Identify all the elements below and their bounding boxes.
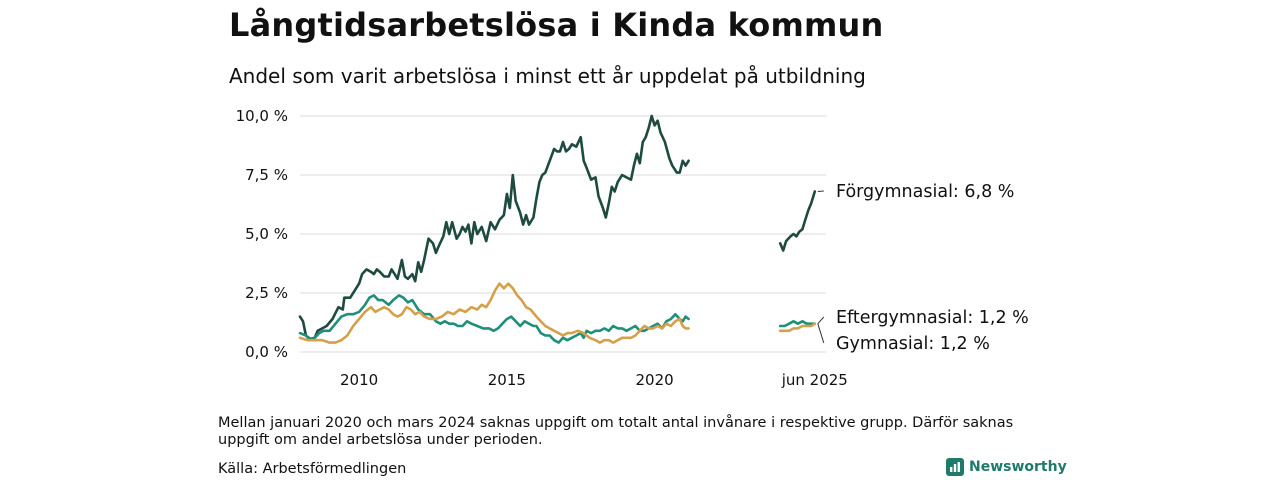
series-line-förgymnasial (298, 114, 690, 341)
source-text: Källa: Arbetsförmedlingen (218, 461, 407, 477)
x-tick-label: 2010 (340, 371, 378, 389)
label-leader-line (817, 316, 825, 325)
series-lines (298, 114, 817, 344)
series-end-labels: Förgymnasial: 6,8 % Eftergymnasial: 1,2 %… (817, 182, 1029, 354)
series-line-eftergymnasial (298, 294, 690, 344)
y-axis-ticks: 0,0 % 2,5 % 5,0 % 7,5 % 10,0 % (236, 107, 288, 361)
series-end-label-förgymnasial: Förgymnasial: 6,8 % (836, 182, 1014, 202)
footnote: Mellan januari 2020 och mars 2024 saknas… (218, 415, 1014, 448)
series-line-eftergymnasial (778, 320, 817, 328)
x-tick-label: jun 2025 (781, 371, 848, 389)
x-axis-ticks: 2010 2015 2020 jun 2025 (340, 371, 848, 389)
brand-name: Newsworthy (969, 459, 1067, 475)
label-leader-line (817, 323, 825, 344)
y-tick-label: 2,5 % (245, 284, 288, 302)
series-line-gymnasial (298, 282, 690, 344)
y-tick-label: 5,0 % (245, 225, 288, 243)
series-line-gymnasial (778, 322, 817, 333)
series-end-label-gymnasial: Gymnasial: 1,2 % (836, 334, 990, 354)
line-chart: 0,0 % 2,5 % 5,0 % 7,5 % 10,0 % 2010 2015 2020 j… (236, 107, 1029, 389)
label-leader-line (817, 190, 824, 192)
gridlines (300, 115, 826, 353)
newsworthy-logo-icon (946, 458, 964, 476)
y-tick-label: 0,0 % (245, 343, 288, 361)
brand-logo: Newsworthy (946, 458, 1067, 476)
y-tick-label: 10,0 % (236, 107, 288, 125)
chart-title: Långtidsarbetslösa i Kinda kommun (229, 6, 884, 44)
x-tick-label: 2020 (636, 371, 674, 389)
series-line-förgymnasial (778, 190, 817, 252)
x-tick-label: 2015 (488, 371, 526, 389)
y-tick-label: 7,5 % (245, 166, 288, 184)
series-end-label-eftergymnasial: Eftergymnasial: 1,2 % (836, 308, 1029, 328)
chart-subtitle: Andel som varit arbetslösa i minst ett å… (229, 64, 866, 88)
